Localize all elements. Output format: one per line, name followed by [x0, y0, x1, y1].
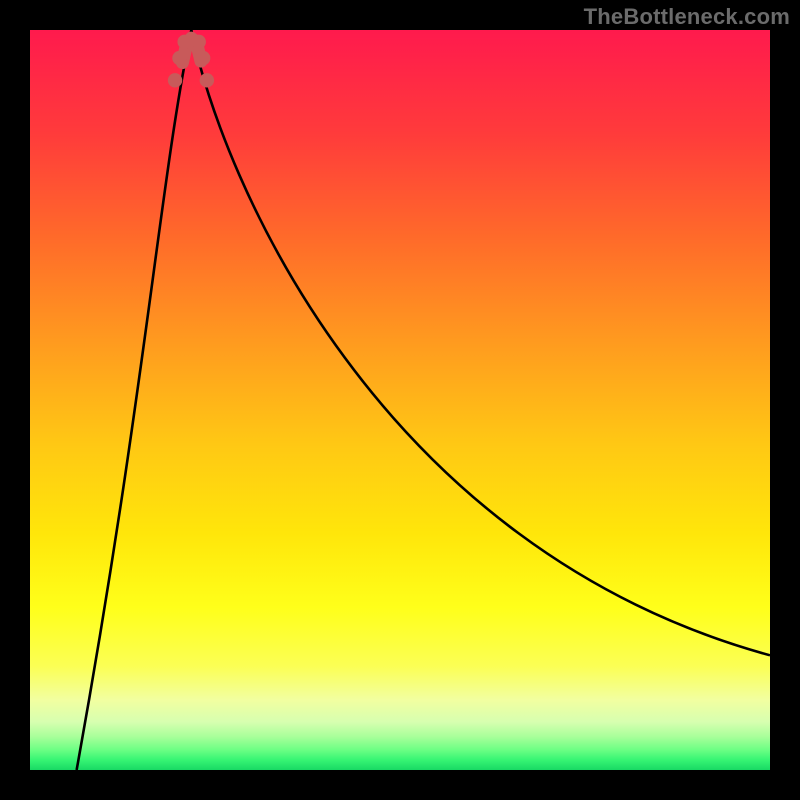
cusp-dot: [172, 51, 186, 65]
cusp-marker-dots: [168, 35, 214, 88]
cusp-dot: [196, 51, 210, 65]
cusp-dot: [192, 35, 206, 49]
curve-left-branch: [77, 30, 192, 770]
plot-area: [30, 30, 770, 770]
cusp-dot: [177, 35, 191, 49]
watermark-text: TheBottleneck.com: [584, 4, 790, 30]
cusp-dot: [168, 73, 182, 87]
curve-right-branch: [191, 30, 770, 655]
bottleneck-curve: [30, 30, 770, 770]
cusp-dot: [200, 73, 214, 87]
chart-frame: TheBottleneck.com: [0, 0, 800, 800]
